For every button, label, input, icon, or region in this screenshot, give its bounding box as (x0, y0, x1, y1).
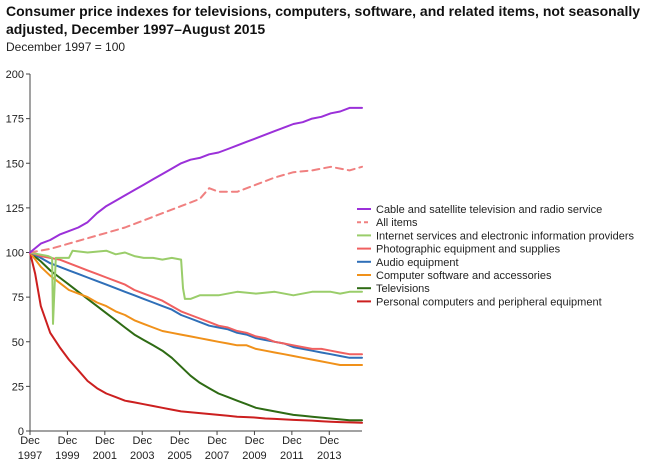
series-lines (29, 106, 363, 424)
x-tick-month: Dec (170, 435, 190, 447)
x-tick-month: Dec (132, 435, 152, 447)
x-tick-year: 2009 (242, 450, 266, 462)
y-tick-label: 25 (12, 381, 24, 393)
y-tick-label: 0 (18, 426, 24, 438)
x-tick-year: 1997 (18, 450, 42, 462)
x-tick-month: Dec (245, 435, 265, 447)
series-line-photographic-equipment-and-supplies (29, 251, 363, 356)
x-tick-month: Dec (319, 435, 339, 447)
legend-label: Photographic equipment and supplies (376, 244, 561, 256)
y-tick-label: 200 (6, 69, 24, 81)
legend-label: Computer software and accessories (376, 270, 552, 282)
y-tick-label: 150 (6, 158, 24, 170)
legend-label: Audio equipment (376, 257, 459, 269)
series-line-audio-equipment (29, 251, 363, 359)
x-tick-year: 2005 (167, 450, 191, 462)
x-tick-year: 2013 (317, 450, 341, 462)
chart-subtitle: December 1997 = 100 (6, 40, 126, 54)
x-tick-year: 2011 (280, 450, 304, 462)
chart-axes: 0 25 50 75 100 125 150 175 200 Dec 1997 Dec 1999 Dec 2… (6, 69, 362, 462)
x-tick-month: Dec (20, 435, 40, 447)
x-tick-year: 2007 (205, 450, 229, 462)
y-tick-label: 175 (6, 114, 24, 126)
y-tick-label: 125 (6, 203, 24, 215)
x-tick-month: Dec (58, 435, 78, 447)
y-tick-label: 75 (12, 292, 24, 304)
legend-label: Televisions (376, 283, 430, 295)
x-tick-month: Dec (207, 435, 227, 447)
y-tick-label: 50 (12, 337, 24, 349)
series-line-cable-and-satellite-television-and-radio-service (29, 106, 363, 254)
legend-label: Personal computers and peripheral equipm… (376, 296, 602, 308)
series-line-internet-services-and-electronic-information-providers (29, 249, 363, 325)
x-tick-year: 2003 (130, 450, 154, 462)
series-line-all-items (29, 165, 363, 254)
chart-title: Consumer price indexes for televisions, … (6, 3, 641, 37)
legend-label: All items (376, 217, 418, 229)
chart-legend: Cable and satellite television and radio… (357, 204, 635, 308)
x-tick-year: 1999 (55, 450, 79, 462)
legend-label: Cable and satellite television and radio… (376, 204, 602, 216)
x-tick-month: Dec (95, 435, 115, 447)
series-line-personal-computers-and-peripheral-equipment (29, 251, 363, 424)
x-tick-year: 2001 (93, 450, 117, 462)
x-tick-month: Dec (282, 435, 302, 447)
series-line-televisions (29, 251, 363, 422)
legend-label: Internet services and electronic informa… (376, 230, 635, 242)
series-line-computer-software-and-accessories (29, 251, 363, 366)
y-tick-label: 100 (6, 248, 24, 260)
